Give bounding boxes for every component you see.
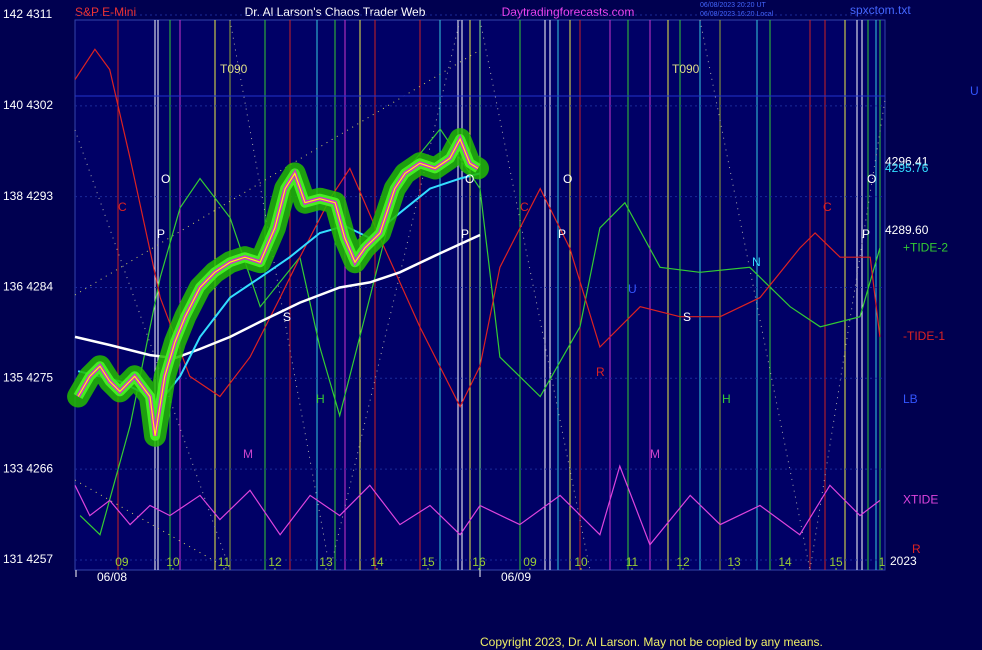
series-label: -TIDE-1 [903,329,945,343]
annotation: C [520,200,529,214]
annotation: H [316,392,325,406]
timestamp: 06/08/2023 20:20 UT [700,2,766,9]
x-tick-label: 14 [370,555,384,569]
annotation: M [243,447,253,461]
annotation: S [283,310,291,324]
x-tick-label: 10 [574,555,588,569]
annotation: R [912,542,921,556]
annotation: P [157,227,165,241]
timestamp: 06/08/2023 16:20 Local [700,11,774,18]
annotation: U [970,84,979,98]
x-tick-label: 14 [778,555,792,569]
annotation: R [596,365,605,379]
copyright: Copyright 2023, Dr. Al Larson. May not b… [480,635,823,649]
annotation: T090 [220,62,248,76]
y-tick-label: 140 4302 [3,98,53,112]
x-tick-label: 15 [829,555,843,569]
chart-title: Dr. Al Larson's Chaos Trader Web [245,5,426,19]
annotation: P [862,227,870,241]
channel [74,49,481,296]
channel-lines [74,19,886,571]
last-value: 4295.76 [885,161,929,175]
y-tick-label: 133 4266 [3,461,53,475]
series-line [74,233,481,360]
x-tick-label: 1 [879,555,886,569]
x-tick-label: 11 [218,555,231,569]
y-tick-label: 138 4293 [3,189,53,203]
annotation: H [722,392,731,406]
series-label: +TIDE-2 [903,240,948,254]
x-tick-label: 10 [166,555,180,569]
annotation: LB [903,392,918,406]
annotation: T090 [672,62,700,76]
y-tick-label: 135 4275 [3,370,53,384]
x-tick-label: 13 [319,555,333,569]
last-value: 4296.41 [885,154,929,168]
annotation: O [563,172,572,186]
x-tick-label: 09 [115,555,129,569]
x-tick-label: 15 [421,555,435,569]
annotation: S [683,310,691,324]
last-value: 4289.60 [885,223,929,237]
x-tick-label: 13 [727,555,741,569]
x-tick-label: 12 [676,555,690,569]
y-tick-label: 142 4311 [3,7,52,21]
annotation: P [461,227,469,241]
y-tick-label: 136 4284 [3,280,53,294]
annotation: O [867,172,876,186]
site: Daytradingforecasts.com [502,5,635,19]
x-tick-label: 12 [268,555,282,569]
annotation: P [558,227,566,241]
x-tick-label: 11 [626,555,639,569]
series-line [74,464,881,546]
series-line [79,127,881,536]
annotation: 2023 [890,554,917,568]
series-line [77,137,479,436]
x-tick-label: 09 [523,555,537,569]
file-name: spxctom.txt [850,3,911,17]
dotted-line [329,19,461,571]
annotation: 06/09 [501,570,531,584]
annotation: U [628,282,637,296]
instrument: S&P E-Mini [75,5,136,19]
cycle-lines [117,20,881,570]
annotation: O [465,172,474,186]
y-tick-label: 131 4257 [3,552,53,566]
annotation: 06/08 [97,570,127,584]
x-tick-label: 16 [472,555,486,569]
annotation: C [118,200,127,214]
annotation: M [650,447,660,461]
annotation: C [823,200,832,214]
series-label: XTIDE [903,493,938,507]
annotation: N [752,255,761,269]
annotation: O [161,172,170,186]
dotted-line [809,99,886,571]
